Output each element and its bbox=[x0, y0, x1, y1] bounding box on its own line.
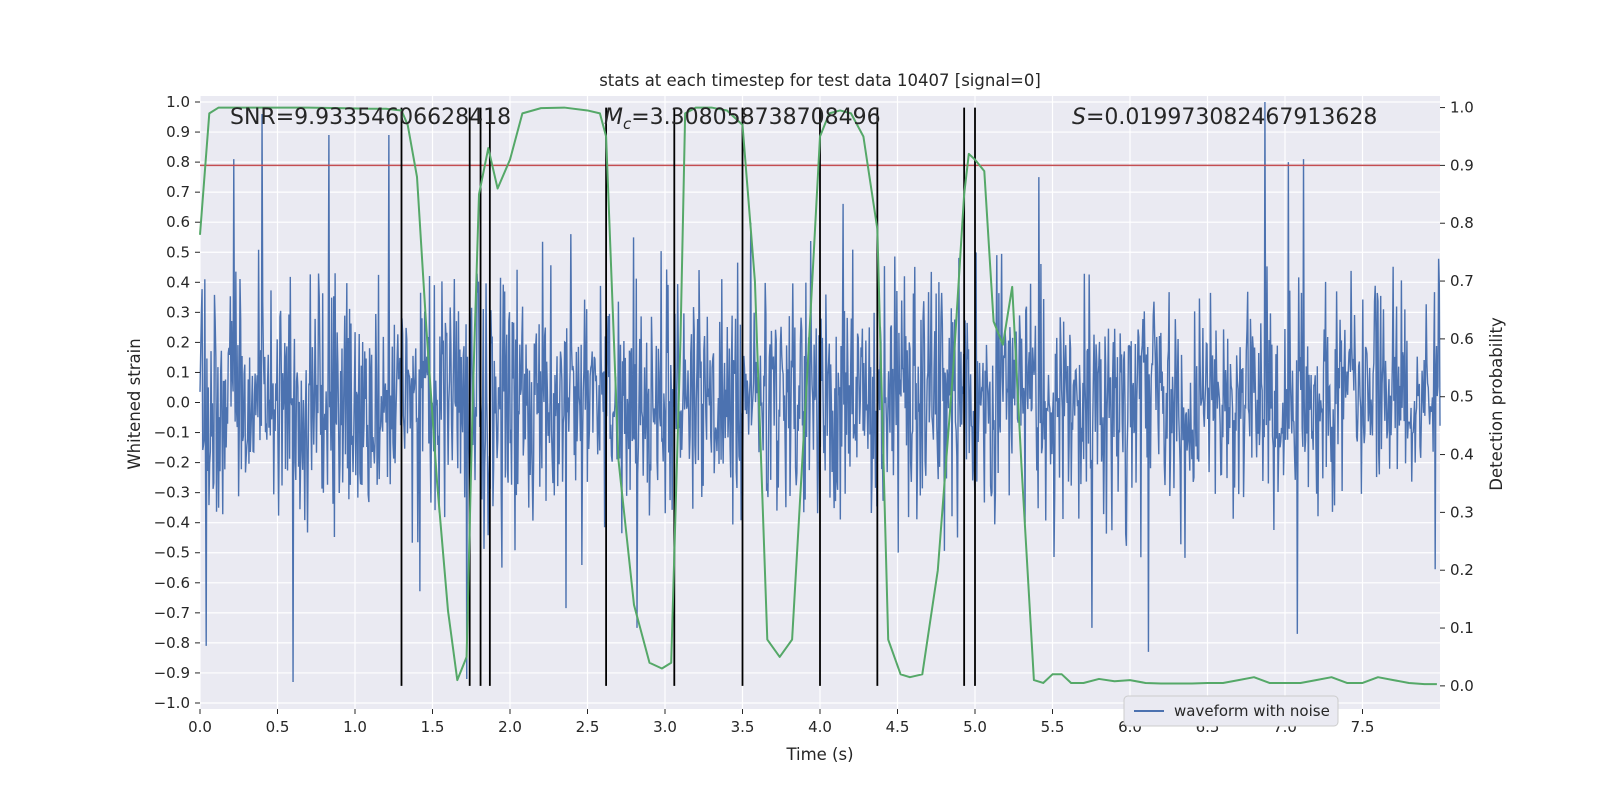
chirp-mass-subscript: c bbox=[623, 115, 632, 133]
y-right-tick-label: 0.8 bbox=[1450, 214, 1474, 232]
significance-symbol: S bbox=[1072, 105, 1086, 130]
y-left-tick-label: 0.9 bbox=[166, 123, 190, 141]
y-left-tick-label: 0.8 bbox=[166, 153, 190, 171]
x-tick-label: 3.5 bbox=[731, 718, 755, 736]
y-axis-right-label: Detection probability bbox=[1487, 317, 1506, 491]
legend: waveform with noise bbox=[1123, 695, 1339, 727]
y-left-tick-label: −1.0 bbox=[154, 694, 190, 712]
y-right-tick-label: 0.1 bbox=[1450, 619, 1474, 637]
x-tick-label: 7.5 bbox=[1351, 718, 1375, 736]
y-left-tick-label: 0.1 bbox=[166, 363, 190, 381]
y-right-tick-label: 0.7 bbox=[1450, 272, 1474, 290]
x-tick-label: 2.5 bbox=[576, 718, 600, 736]
y-left-tick-label: 0.0 bbox=[166, 394, 190, 412]
y-left-tick-label: 1.0 bbox=[166, 93, 190, 111]
chirp-mass-value: =3.308058738708496 bbox=[631, 105, 880, 130]
y-right-tick-label: 0.9 bbox=[1450, 156, 1474, 174]
x-axis-label: Time (s) bbox=[785, 745, 853, 764]
probability-line bbox=[199, 106, 1437, 686]
y-left-tick-label: 0.5 bbox=[166, 243, 190, 261]
y-left-tick-label: −0.6 bbox=[154, 574, 190, 592]
y-left-tick-label: −0.1 bbox=[154, 424, 190, 442]
y-axis-left-ticks: 1.0 0.9 0.8 0.7 0.6 0.5 0.4 0.3 0.2 0.1 0.0 −0.1 −0.… bbox=[154, 93, 200, 712]
y-left-tick-label: 0.6 bbox=[166, 213, 190, 231]
y-right-tick-label: 0.2 bbox=[1450, 561, 1474, 579]
x-tick-label: 1.5 bbox=[421, 718, 445, 736]
y-axis-left-label: Whitened strain bbox=[125, 338, 144, 469]
vertical-markers bbox=[400, 107, 976, 686]
y-right-tick-label: 0.4 bbox=[1450, 446, 1474, 464]
legend-label: waveform with noise bbox=[1174, 702, 1330, 720]
y-right-tick-label: 0.3 bbox=[1450, 503, 1474, 521]
significance-annotation: S=0.019973082467913628 bbox=[1072, 105, 1377, 130]
probability-series bbox=[199, 106, 1437, 686]
snr-annotation: SNR=9.93354606628418 bbox=[230, 105, 511, 130]
y-left-tick-label: −0.2 bbox=[154, 454, 190, 472]
legend-box bbox=[1123, 695, 1339, 727]
x-tick-label: 4.0 bbox=[808, 718, 832, 736]
y-right-tick-label: 0.0 bbox=[1450, 677, 1474, 695]
x-tick-label: 1.0 bbox=[343, 718, 367, 736]
x-tick-label: 2.0 bbox=[498, 718, 522, 736]
x-tick-label: 4.5 bbox=[886, 718, 910, 736]
y-right-tick-label: 1.0 bbox=[1450, 99, 1474, 117]
y-axis-right-ticks: 1.0 0.9 0.8 0.7 0.6 0.5 0.4 0.3 0.2 0.1 0.0 bbox=[1440, 99, 1474, 695]
y-left-tick-label: 0.7 bbox=[166, 183, 190, 201]
x-tick-label: 3.0 bbox=[653, 718, 677, 736]
y-left-tick-label: −0.3 bbox=[154, 484, 190, 502]
x-tick-label: 5.5 bbox=[1041, 718, 1065, 736]
y-left-tick-label: 0.4 bbox=[166, 273, 190, 291]
y-left-tick-label: −0.4 bbox=[154, 514, 190, 532]
y-left-tick-label: −0.7 bbox=[154, 604, 190, 622]
y-right-tick-label: 0.5 bbox=[1450, 388, 1474, 406]
y-right-tick-label: 0.6 bbox=[1450, 330, 1474, 348]
chirp-mass-annotation: Mc=3.308058738708496 bbox=[604, 105, 881, 133]
x-tick-label: 0.0 bbox=[188, 718, 212, 736]
x-tick-label: 5.0 bbox=[963, 718, 987, 736]
x-tick-label: 0.5 bbox=[266, 718, 290, 736]
y-left-tick-label: −0.8 bbox=[154, 634, 190, 652]
chart-title: stats at each timestep for test data 104… bbox=[599, 71, 1041, 90]
y-left-tick-label: −0.9 bbox=[154, 664, 190, 682]
y-left-tick-label: 0.3 bbox=[166, 303, 190, 321]
significance-value: =0.019973082467913628 bbox=[1086, 105, 1377, 130]
y-left-tick-label: −0.5 bbox=[154, 544, 190, 562]
y-left-tick-label: 0.2 bbox=[166, 333, 190, 351]
chirp-mass-symbol: M bbox=[604, 105, 623, 130]
